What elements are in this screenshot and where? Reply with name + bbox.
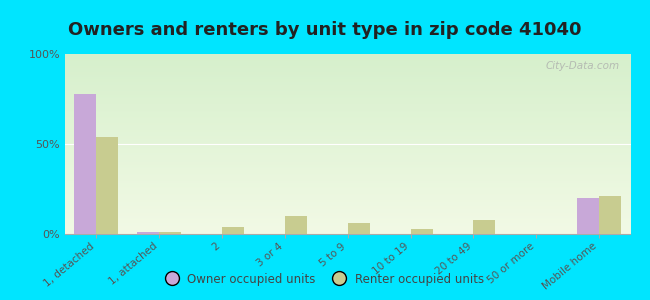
Bar [577,198,599,234]
Bar [74,94,96,234]
Bar [222,227,244,234]
Bar [411,229,432,234]
Text: City-Data.com: City-Data.com [545,61,619,71]
Text: Owners and renters by unit type in zip code 41040: Owners and renters by unit type in zip c… [68,21,582,39]
Bar [285,216,307,234]
Bar [159,232,181,234]
Bar [599,196,621,234]
Bar [137,232,159,234]
Bar [96,137,118,234]
Bar [473,220,495,234]
Bar [348,223,370,234]
Legend: Owner occupied units, Renter occupied units: Owner occupied units, Renter occupied un… [161,268,489,291]
